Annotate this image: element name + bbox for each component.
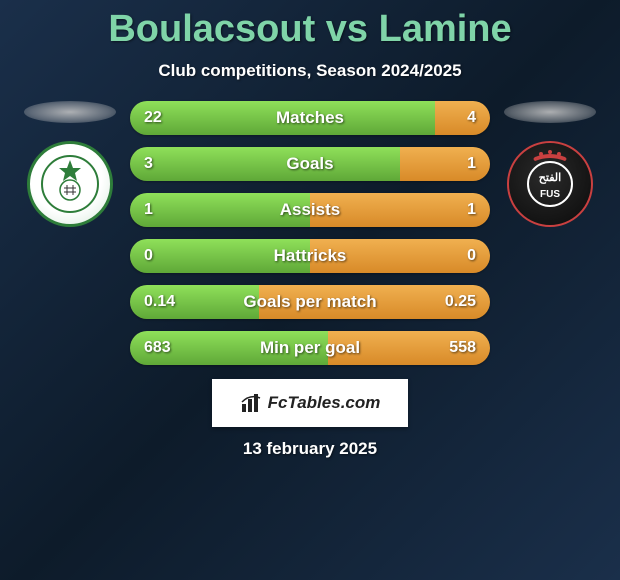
left-club-logo <box>27 141 113 227</box>
stat-row: 31Goals <box>130 147 490 181</box>
stat-value-right: 558 <box>449 331 476 365</box>
svg-text:الفتح: الفتح <box>539 172 561 184</box>
bar-right-fill <box>310 193 490 227</box>
comparison-section: 224Matches31Goals11Assists00Hattricks0.1… <box>0 101 620 365</box>
bar-left-fill <box>130 193 310 227</box>
stat-value-left: 0.14 <box>144 285 175 319</box>
bar-right-fill <box>400 147 490 181</box>
footer: FcTables.com 13 february 2025 <box>0 379 620 459</box>
stat-value-left: 1 <box>144 193 153 227</box>
right-club-logo: الفتح FUS <box>507 141 593 227</box>
bar-right-fill <box>310 239 490 273</box>
stat-value-left: 683 <box>144 331 171 365</box>
stat-value-right: 1 <box>467 147 476 181</box>
player-shadow-left <box>24 101 116 123</box>
player-shadow-right <box>504 101 596 123</box>
bar-left-fill <box>130 147 400 181</box>
stat-bars: 224Matches31Goals11Assists00Hattricks0.1… <box>130 101 490 365</box>
stat-row: 00Hattricks <box>130 239 490 273</box>
stat-row: 683558Min per goal <box>130 331 490 365</box>
date-text: 13 february 2025 <box>243 439 377 459</box>
raja-emblem-icon <box>40 154 100 214</box>
stat-value-right: 0 <box>467 239 476 273</box>
branding-text: FcTables.com <box>268 393 381 413</box>
page-subtitle: Club competitions, Season 2024/2025 <box>0 61 620 81</box>
page-title: Boulacsout vs Lamine <box>0 0 620 51</box>
stat-row: 0.140.25Goals per match <box>130 285 490 319</box>
branding-badge: FcTables.com <box>212 379 408 427</box>
left-side <box>20 101 120 227</box>
stat-row: 224Matches <box>130 101 490 135</box>
stat-value-left: 3 <box>144 147 153 181</box>
bar-left-fill <box>130 101 435 135</box>
stat-value-left: 0 <box>144 239 153 273</box>
stat-row: 11Assists <box>130 193 490 227</box>
stat-value-right: 0.25 <box>445 285 476 319</box>
bar-left-fill <box>130 239 310 273</box>
svg-text:FUS: FUS <box>540 189 560 200</box>
stat-value-right: 4 <box>467 101 476 135</box>
fctables-chart-icon <box>240 392 262 414</box>
right-side: الفتح FUS <box>500 101 600 227</box>
stat-value-left: 22 <box>144 101 162 135</box>
stat-value-right: 1 <box>467 193 476 227</box>
fus-emblem-icon: الفتح FUS <box>515 149 585 219</box>
bar-right-fill <box>435 101 490 135</box>
